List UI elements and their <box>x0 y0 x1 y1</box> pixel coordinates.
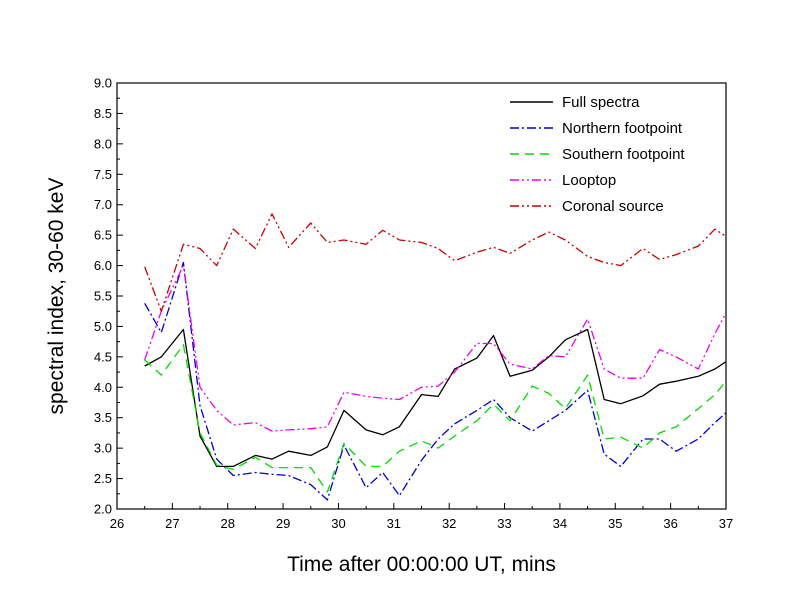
x-tick-label: 37 <box>719 516 733 531</box>
y-tick-label: 3.0 <box>94 441 112 456</box>
y-tick-label: 2.5 <box>94 471 112 486</box>
legend: Full spectra Northern footpoint Southern f… <box>510 94 685 215</box>
y-tick-label: 8.5 <box>94 106 112 121</box>
x-tick-label: 35 <box>608 516 622 531</box>
x-axis-title: Time after 00:00:00 UT, mins <box>287 553 556 576</box>
y-tick-label: 4.5 <box>94 349 112 364</box>
y-tick-label: 3.5 <box>94 410 112 425</box>
ticks-layer: 2.0 2.5 3.0 3.5 4.0 4.5 5.0 5.5 6.0 6.5 7.0 7.5 8.0 8… <box>94 76 733 532</box>
series-line-northern-footpoint <box>144 261 727 501</box>
series-line-looptop <box>144 264 727 432</box>
y-tick-label: 5.0 <box>94 319 112 334</box>
series-line-southern-footpoint <box>144 344 727 493</box>
x-tick-label: 29 <box>276 516 290 531</box>
series-layer <box>144 213 727 501</box>
x-tick-label: 34 <box>553 516 567 531</box>
y-tick-label: 9.0 <box>94 76 112 91</box>
series-line-full-spectra <box>144 328 727 468</box>
y-tick-label: 5.5 <box>94 289 112 304</box>
legend-label: Looptop <box>562 172 616 189</box>
x-tick-label: 27 <box>165 516 179 531</box>
series-line-coronal-source <box>144 213 727 312</box>
x-tick-label: 33 <box>497 516 511 531</box>
legend-label: Northern footpoint <box>562 120 683 137</box>
y-tick-label: 4.0 <box>94 380 112 395</box>
y-tick-label: 2.0 <box>94 502 112 517</box>
y-tick-label: 7.5 <box>94 167 112 182</box>
x-tick-label: 31 <box>387 516 401 531</box>
x-tick-label: 30 <box>331 516 345 531</box>
legend-label: Coronal source <box>562 198 664 215</box>
y-tick-label: 6.0 <box>94 258 112 273</box>
x-tick-label: 28 <box>220 516 234 531</box>
y-tick-label: 7.0 <box>94 197 112 212</box>
y-tick-label: 6.5 <box>94 228 112 243</box>
x-tick-label: 32 <box>442 516 456 531</box>
legend-label: Southern footpoint <box>562 146 685 163</box>
y-axis-title: spectral index, 30-60 keV <box>45 178 68 415</box>
x-tick-label: 36 <box>663 516 677 531</box>
x-tick-label: 26 <box>110 516 124 531</box>
y-tick-label: 8.0 <box>94 136 112 151</box>
legend-label: Full spectra <box>562 94 640 111</box>
